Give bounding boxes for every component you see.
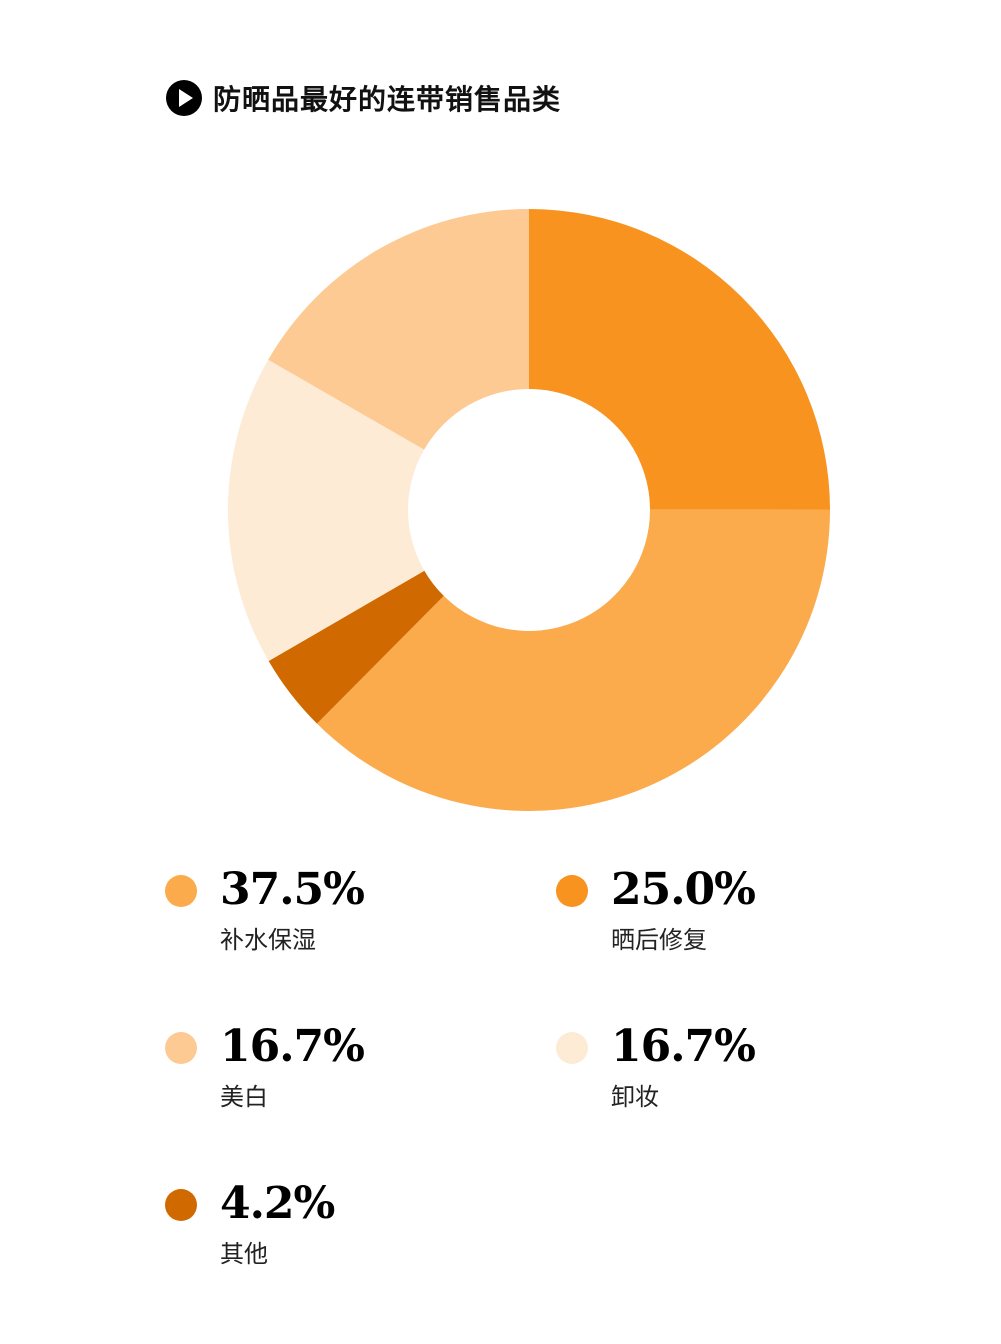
- chart-title: 防晒品最好的连带销售品类: [213, 83, 562, 116]
- donut-chart: [227, 209, 831, 811]
- legend-label: 美白: [220, 1083, 268, 1111]
- legend-dot-xiezhuang: [556, 1032, 588, 1064]
- legend-label: 卸妆: [611, 1083, 659, 1111]
- legend-item-bushui: 37.5% 补水保湿: [165, 862, 505, 972]
- legend-value: 16.7%: [611, 1021, 756, 1072]
- legend-label: 其他: [220, 1240, 268, 1268]
- legend-value: 16.7%: [220, 1021, 365, 1072]
- legend-value: 25.0%: [611, 864, 756, 915]
- legend-value: 4.2%: [220, 1178, 335, 1229]
- play-circle-icon: [166, 80, 202, 116]
- donut-slice-0: [529, 209, 830, 510]
- legend-item-meibai: 16.7% 美白: [165, 1019, 505, 1129]
- donut-slice-4: [268, 209, 529, 450]
- legend-dot-meibai: [165, 1032, 197, 1064]
- chart-title-row: 防晒品最好的连带销售品类: [165, 78, 561, 118]
- legend-item-qita: 4.2% 其他: [165, 1176, 505, 1286]
- legend-dot-bushui: [165, 875, 197, 907]
- legend-dot-qita: [165, 1189, 197, 1221]
- donut-slice-2: [268, 570, 444, 724]
- donut-slice-3: [227, 359, 425, 662]
- legend-value: 37.5%: [220, 864, 365, 915]
- donut-slice-1: [316, 509, 831, 811]
- legend-label: 补水保湿: [220, 926, 316, 954]
- legend-item-xiezhuang: 16.7% 卸妆: [556, 1019, 896, 1129]
- legend-label: 晒后修复: [611, 926, 707, 954]
- legend-item-shaihou: 25.0% 晒后修复: [556, 862, 896, 972]
- legend-dot-shaihou: [556, 875, 588, 907]
